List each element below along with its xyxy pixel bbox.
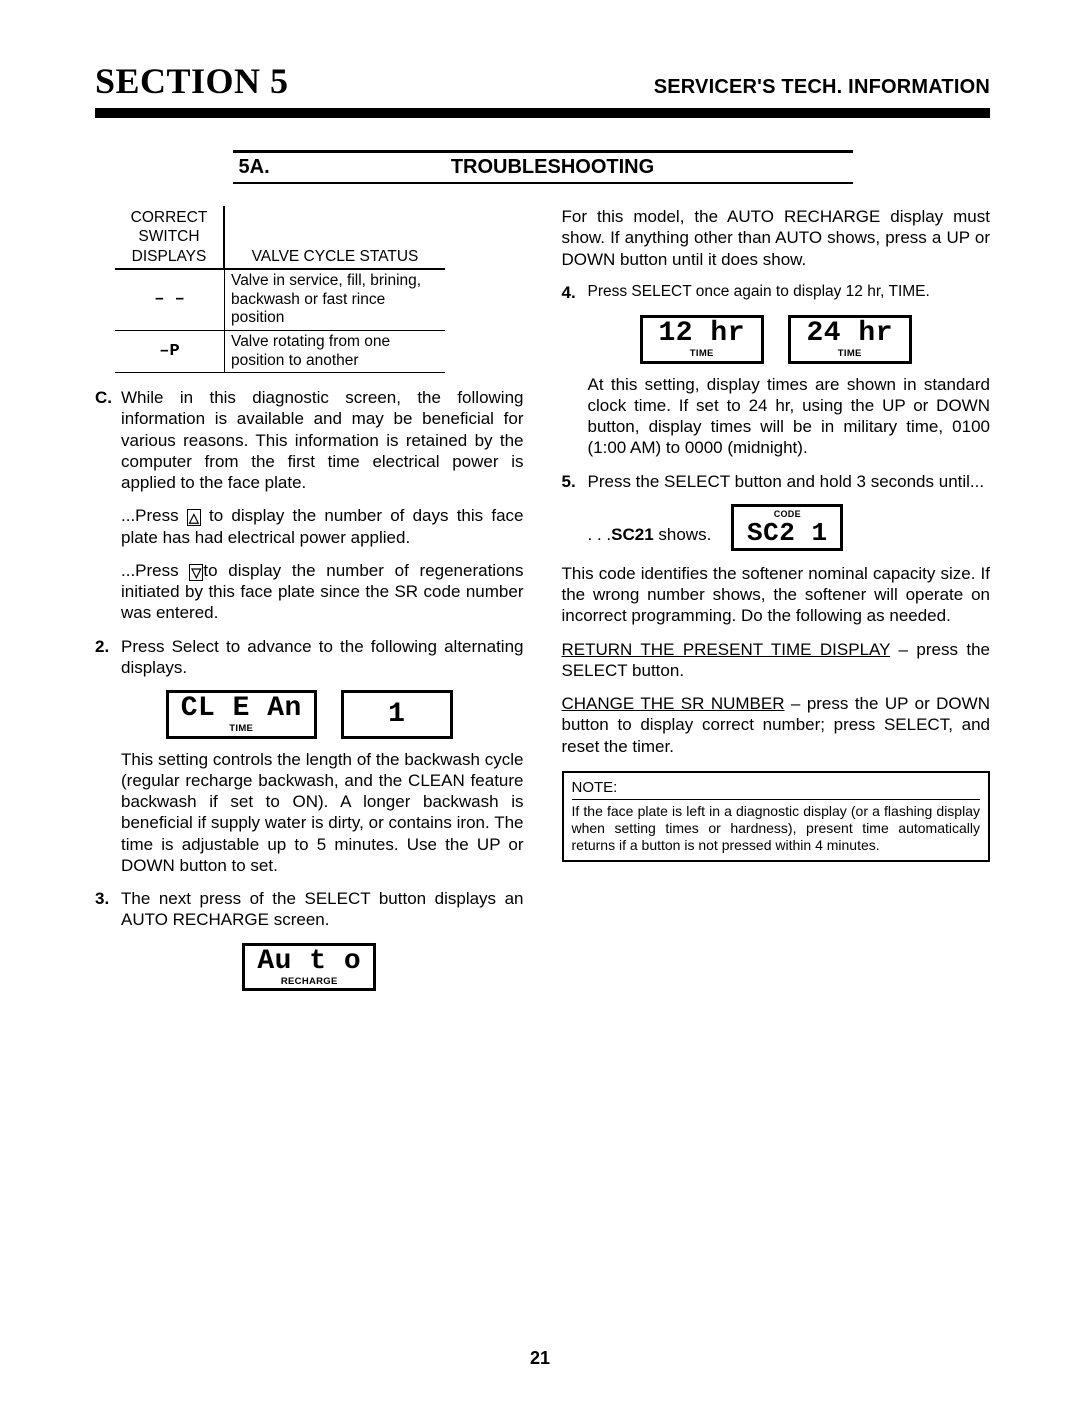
para-change: CHANGE THE SR NUMBER – press the UP or D…: [562, 693, 991, 757]
subsection-title: TROUBLESHOOTING: [303, 156, 853, 179]
para-c: C. While in this diagnostic screen, the …: [95, 387, 524, 493]
up-arrow-icon: △: [187, 509, 201, 526]
right-column: For this model, the AUTO RECHARGE displa…: [562, 206, 991, 1001]
list-prefix-3: 3.: [95, 888, 115, 931]
table-cell-status: Valve in service, fill, brining, backwas…: [225, 270, 445, 330]
heading-rule: [95, 108, 990, 118]
switch-display-table: CORRECT SWITCH DISPLAYS VALVE CYCLE STAT…: [115, 206, 445, 373]
para-5b: This code identifies the softener nomina…: [562, 563, 991, 627]
para-auto: For this model, the AUTO RECHARGE displa…: [562, 206, 991, 270]
subsection-number: 5A.: [233, 156, 303, 179]
list-prefix-2: 2.: [95, 636, 115, 679]
para-5-body: Press the SELECT button and hold 3 secon…: [588, 471, 991, 492]
para-c-sub1: ...Press △ to display the number of days…: [95, 505, 524, 548]
para-2b: This setting controls the length of the …: [95, 749, 524, 877]
para-4-body: Press SELECT once again to display 12 hr…: [588, 282, 991, 303]
table-header-col1: CORRECT SWITCH DISPLAYS: [115, 206, 225, 268]
change-underline: CHANGE THE SR NUMBER: [562, 694, 785, 713]
para-3-body: The next press of the SELECT button disp…: [121, 888, 524, 931]
para-return: RETURN THE PRESENT TIME DISPLAY – press …: [562, 639, 991, 682]
note-box: NOTE: If the face plate is left in a dia…: [562, 771, 991, 863]
para-5: 5. Press the SELECT button and hold 3 se…: [562, 471, 991, 492]
table-cell-display: – –: [115, 270, 225, 330]
lcd-24hr-sub: TIME: [803, 349, 897, 359]
lcd-auto: Au t o RECHARGE: [242, 943, 376, 992]
list-prefix-4: 4.: [562, 282, 582, 303]
para-4: 4. Press SELECT once again to display 12…: [562, 282, 991, 303]
table-header-col2: VALVE CYCLE STATUS: [225, 247, 445, 268]
note-body: If the face plate is left in a diagnosti…: [572, 803, 981, 853]
table-row: –P Valve rotating from one position to a…: [115, 331, 445, 373]
content-columns: CORRECT SWITCH DISPLAYS VALVE CYCLE STAT…: [95, 206, 990, 1001]
lcd-12hr-text: 12 hr: [655, 321, 749, 347]
lcd-12hr-sub: TIME: [655, 349, 749, 359]
lcd-blank-text: 1: [388, 702, 405, 728]
list-prefix-5: 5.: [562, 471, 582, 492]
lcd-clean-sub: TIME: [181, 724, 302, 734]
sc21-text: . . .SC21 shows.: [588, 524, 712, 551]
lcd-row-auto: Au t o RECHARGE: [95, 943, 524, 992]
page-number: 21: [0, 1348, 1080, 1369]
para-3: 3. The next press of the SELECT button d…: [95, 888, 524, 931]
para-2: 2. Press Select to advance to the follow…: [95, 636, 524, 679]
press-up-a: ...Press: [121, 506, 187, 525]
para-2-body: Press Select to advance to the following…: [121, 636, 524, 679]
lcd-auto-sub: RECHARGE: [257, 977, 361, 987]
tech-info-label: SERVICER'S TECH. INFORMATION: [654, 76, 990, 99]
lcd-12hr: 12 hr TIME: [640, 315, 764, 364]
sc21-row: . . .SC21 shows. CODE SC2 1: [562, 504, 991, 551]
lcd-24hr-text: 24 hr: [803, 321, 897, 347]
note-title: NOTE:: [572, 779, 981, 800]
table-row: – – Valve in service, fill, brining, bac…: [115, 270, 445, 331]
sc21-shows: shows.: [654, 525, 712, 544]
lcd-blank: 1: [341, 690, 453, 739]
table-cell-display: –P: [115, 331, 225, 372]
sc21-label: SC21: [611, 525, 654, 544]
return-underline: RETURN THE PRESENT TIME DISPLAY: [562, 640, 891, 659]
para-4b: At this setting, display times are shown…: [562, 374, 991, 459]
para-c-body: While in this diagnostic screen, the fol…: [121, 387, 524, 493]
lcd-clean-text: CL E An: [181, 696, 302, 722]
lcd-sc21-text: SC2 1: [746, 520, 828, 546]
lcd-row-time: 12 hr TIME 24 hr TIME: [562, 315, 991, 364]
down-arrow-icon: ▽: [189, 564, 203, 581]
subsection-heading: 5A. TROUBLESHOOTING: [233, 150, 853, 184]
lcd-row-clean: CL E An TIME 1: [95, 690, 524, 739]
lcd-sc21: CODE SC2 1: [731, 504, 843, 551]
table-header: CORRECT SWITCH DISPLAYS VALVE CYCLE STAT…: [115, 206, 445, 270]
list-prefix-c: C.: [95, 387, 115, 493]
lcd-clean: CL E An TIME: [166, 690, 317, 739]
lcd-24hr: 24 hr TIME: [788, 315, 912, 364]
para-c-sub2: ...Press ▽to display the number of regen…: [95, 560, 524, 624]
lcd-auto-text: Au t o: [257, 949, 361, 975]
press-down-a: ...Press: [121, 561, 189, 580]
section-label: SECTION 5: [95, 60, 289, 102]
table-cell-status: Valve rotating from one position to anot…: [225, 331, 445, 372]
left-column: CORRECT SWITCH DISPLAYS VALVE CYCLE STAT…: [95, 206, 524, 1001]
